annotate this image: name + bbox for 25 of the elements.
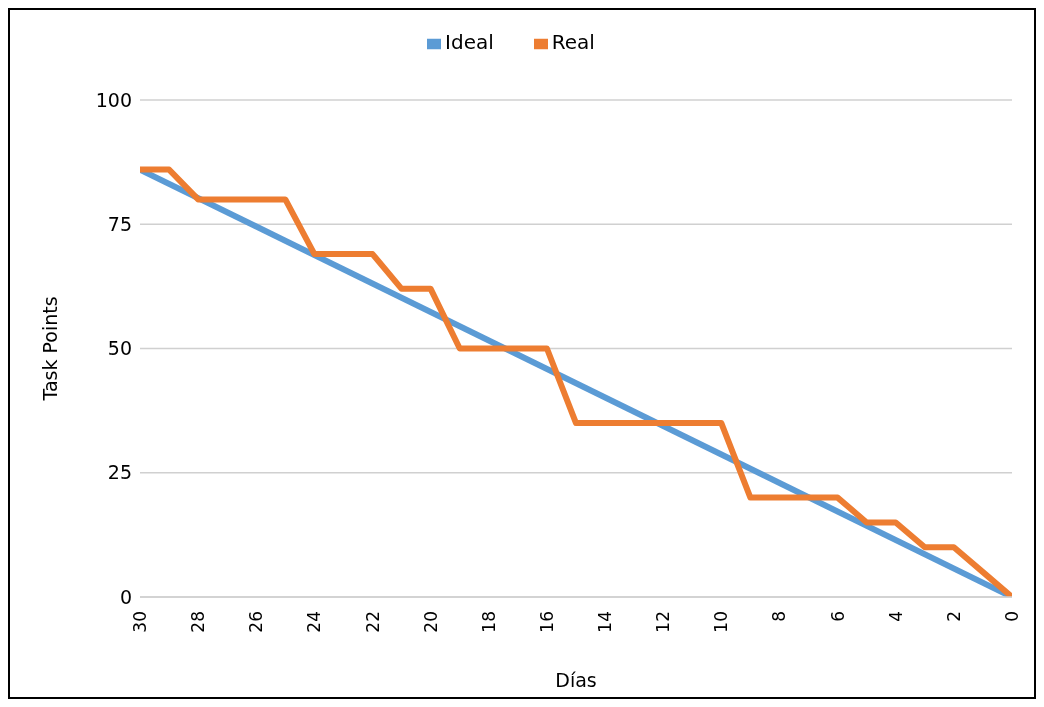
x-tick-label: 4 <box>885 611 906 622</box>
y-tick-label: 25 <box>107 461 132 484</box>
y-tick-label: 75 <box>107 212 132 235</box>
y-axis-title: Task Points <box>38 296 61 402</box>
legend-label: Ideal <box>445 30 494 54</box>
y-tick-label: 50 <box>107 337 132 360</box>
x-tick-label: 8 <box>769 611 790 622</box>
x-tick-label: 16 <box>536 611 557 633</box>
x-tick-label: 0 <box>1002 611 1022 622</box>
y-tick-label: 0 <box>119 585 132 608</box>
x-tick-label: 22 <box>362 611 383 633</box>
x-tick-label: 18 <box>478 611 499 633</box>
x-tick-label: 12 <box>653 611 674 633</box>
legend-label: Real <box>551 30 595 54</box>
x-tick-label: 30 <box>130 611 150 633</box>
x-tick-label: 10 <box>711 611 732 633</box>
x-axis-title: Días <box>555 669 597 691</box>
x-tick-label: 28 <box>188 611 209 633</box>
x-tick-label: 20 <box>420 611 441 633</box>
x-tick-label: 2 <box>943 611 964 622</box>
x-tick-label: 14 <box>595 611 616 633</box>
x-tick-label: 6 <box>827 611 848 622</box>
x-tick-label: 24 <box>304 611 325 633</box>
x-tick-label: 26 <box>246 611 267 633</box>
y-tick-label: 100 <box>95 88 132 111</box>
